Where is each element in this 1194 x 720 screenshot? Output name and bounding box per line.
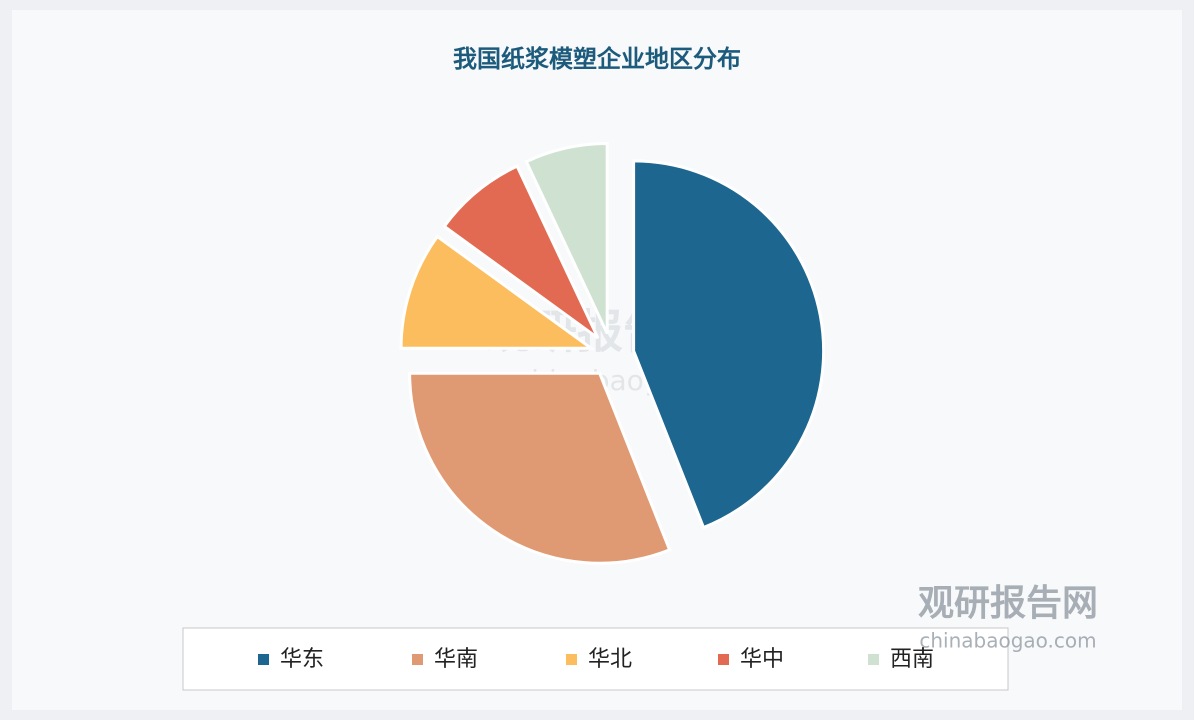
pie-slice bbox=[524, 142, 609, 335]
legend-label: 华南 bbox=[434, 647, 478, 672]
watermark: 观研报告网 bbox=[918, 583, 1098, 624]
legend-label: 西南 bbox=[890, 647, 934, 672]
card bbox=[12, 10, 1182, 710]
legend-label: 华中 bbox=[740, 647, 784, 672]
legend-label: 华东 bbox=[280, 647, 324, 672]
chart-title: 我国纸浆模塑企业地区分布 bbox=[453, 45, 741, 73]
legend-swatch bbox=[718, 654, 729, 665]
legend-swatch bbox=[868, 654, 879, 665]
legend-swatch bbox=[412, 654, 423, 665]
pie-slice bbox=[442, 164, 600, 340]
watermark: chinabaogao.com bbox=[919, 629, 1096, 653]
pie-slice bbox=[399, 234, 596, 350]
legend-swatch bbox=[566, 654, 577, 665]
pie-slice bbox=[408, 371, 672, 565]
legend-label: 华北 bbox=[588, 647, 632, 672]
pie-slice bbox=[632, 159, 826, 530]
legend-swatch bbox=[258, 654, 269, 665]
